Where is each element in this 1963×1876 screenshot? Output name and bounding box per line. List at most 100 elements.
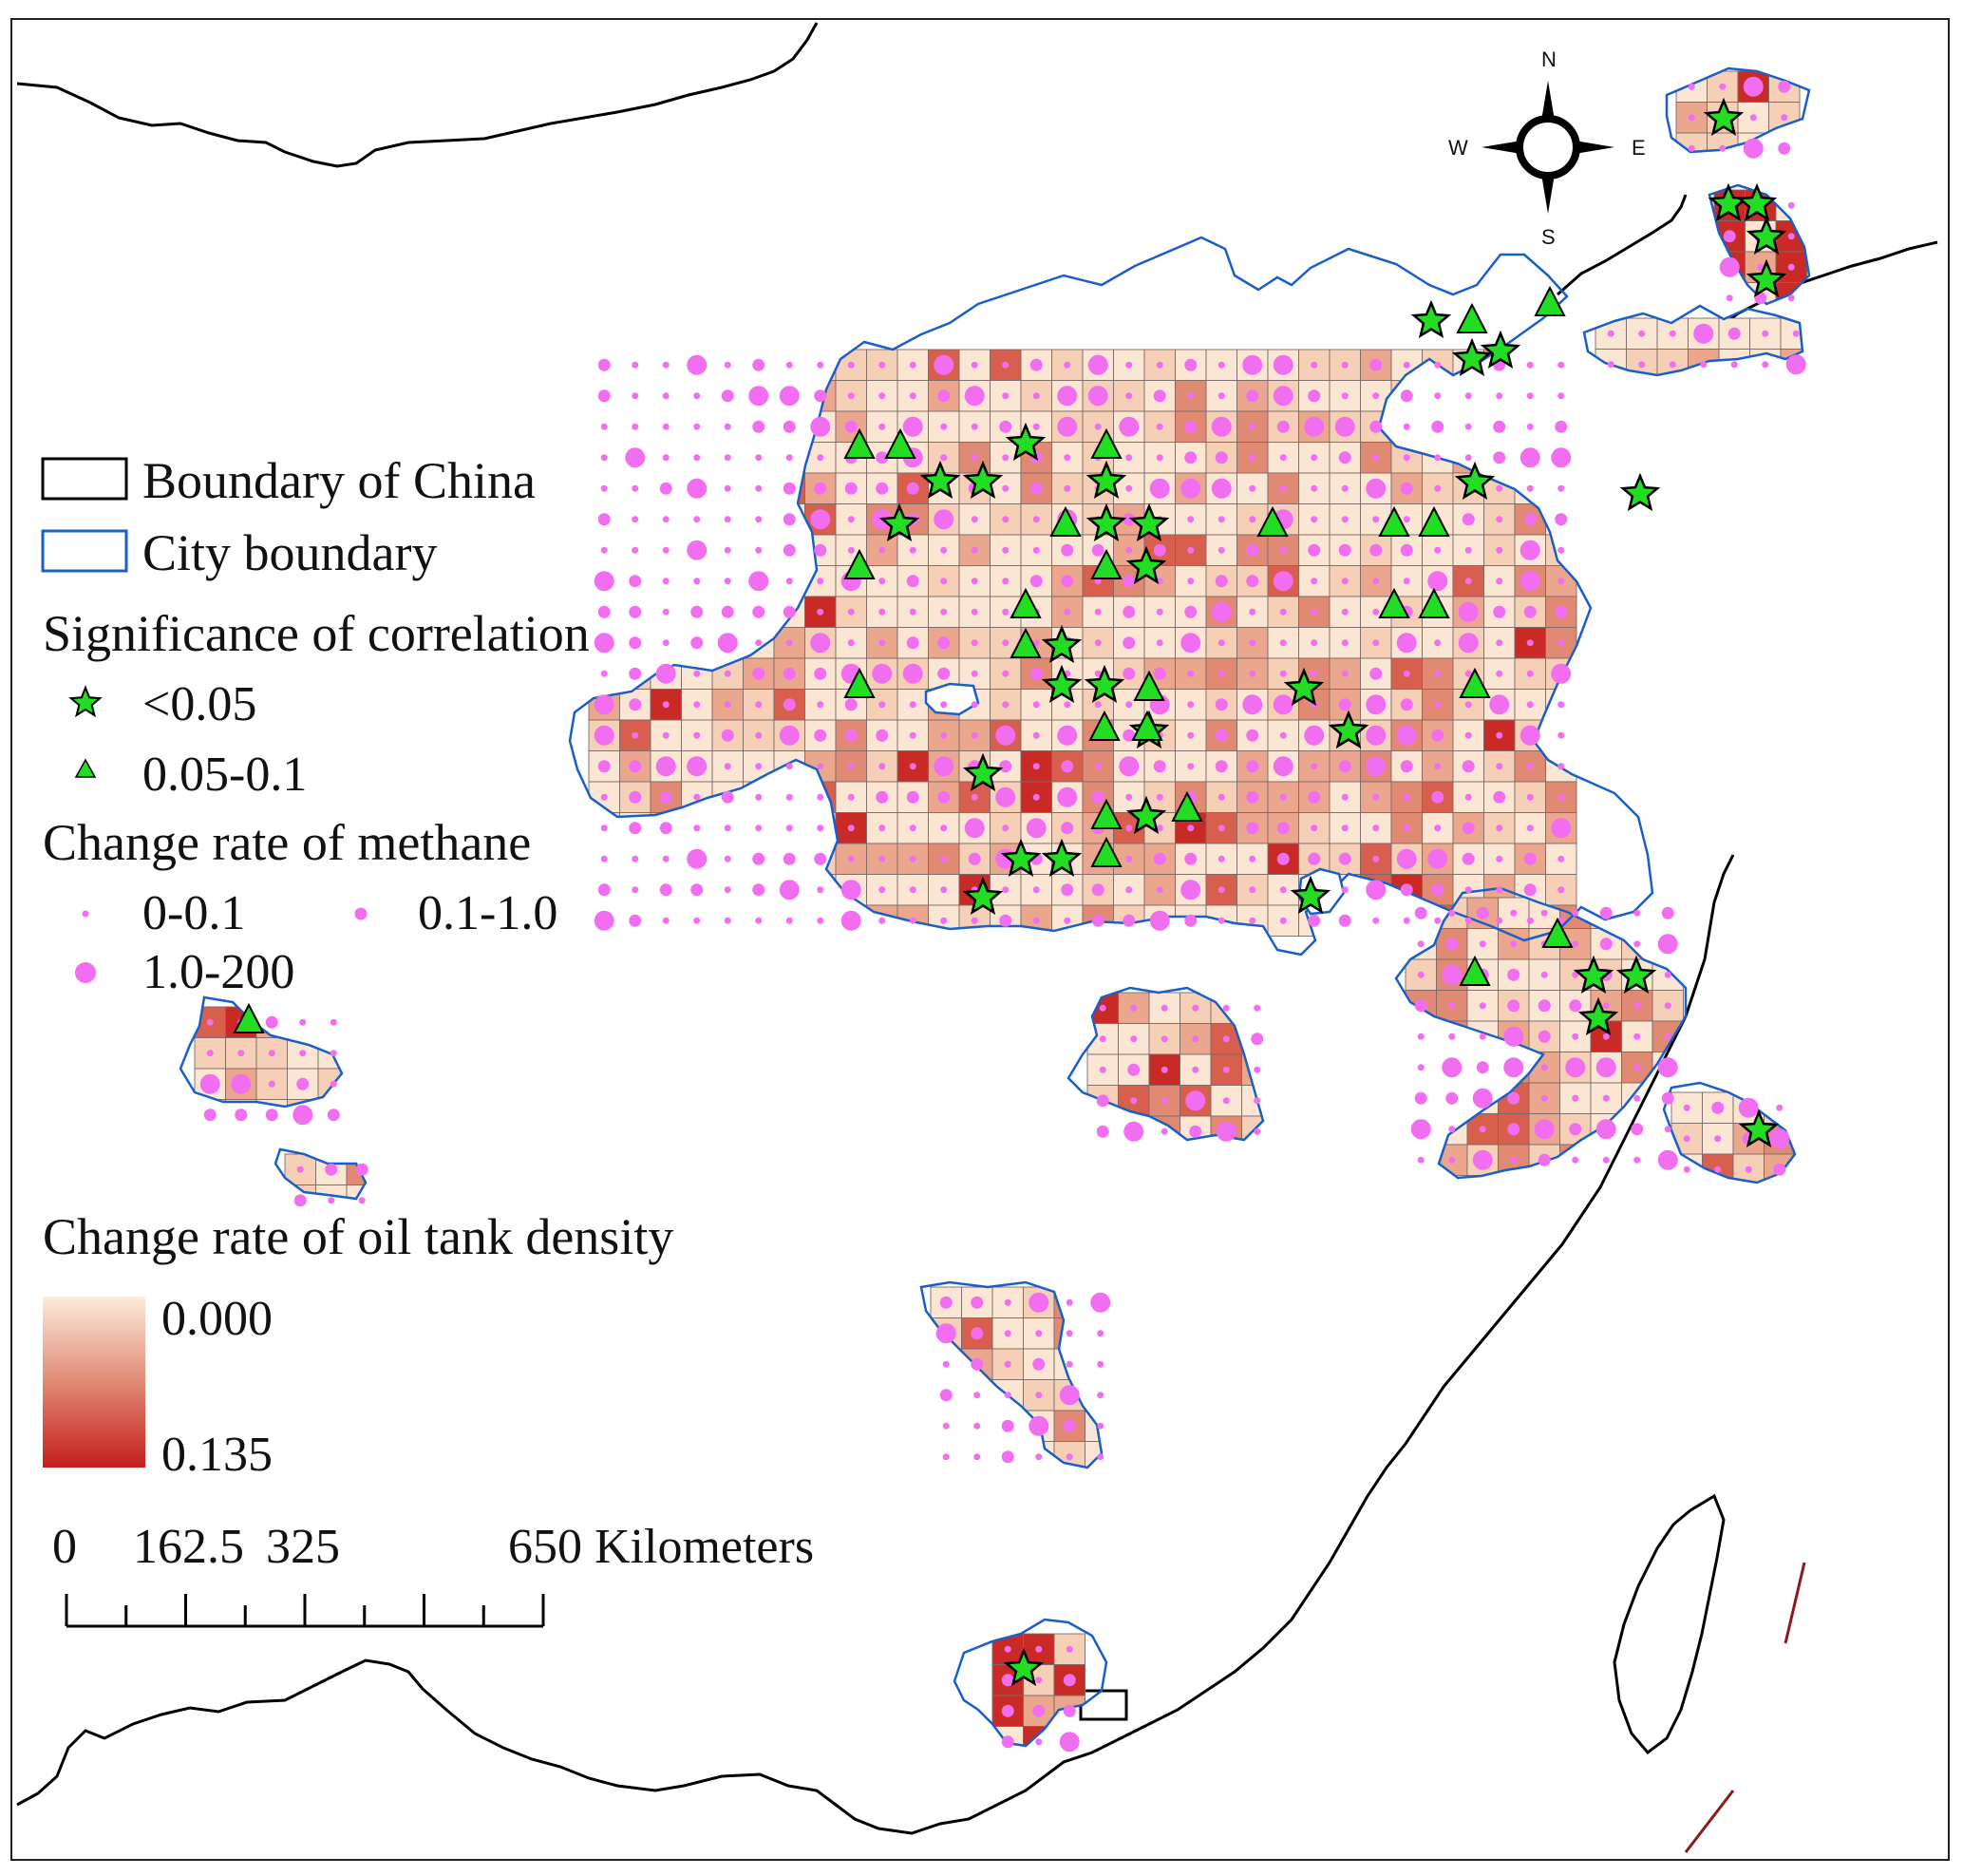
significance-star	[1619, 472, 1661, 512]
scale-tick-0: 0	[52, 1520, 77, 1574]
methane-dot	[1661, 1091, 1674, 1105]
methane-dot	[1059, 1385, 1080, 1406]
methane-dot	[1693, 323, 1714, 344]
methane-dot	[1279, 670, 1287, 677]
methane-dot	[1688, 83, 1695, 90]
methane-dot	[1403, 361, 1410, 369]
methane-dot	[1184, 852, 1198, 865]
methane-dot	[1400, 543, 1413, 557]
methane-dot	[687, 478, 708, 499]
methane-dot	[971, 608, 978, 616]
significance-triangle	[1010, 587, 1042, 618]
grid-cell	[1143, 380, 1176, 412]
methane-dot	[1400, 760, 1413, 773]
methane-dot	[1431, 790, 1444, 804]
methane-dot	[1493, 420, 1506, 433]
methane-dot	[1091, 790, 1104, 804]
methane-dot	[1029, 358, 1043, 371]
methane-dot	[693, 824, 701, 832]
methane-dot	[1311, 763, 1318, 770]
methane-dot	[1762, 330, 1769, 337]
methane-dot	[1403, 824, 1410, 832]
methane-dot	[1540, 909, 1548, 917]
methane-dot	[724, 578, 731, 585]
methane-dot	[1057, 416, 1078, 437]
city-boundary-southwest-small	[274, 1147, 368, 1201]
methane-dot	[971, 546, 978, 554]
methane-dot	[1749, 114, 1757, 122]
methane-dot	[939, 1296, 953, 1309]
methane-dot	[935, 1323, 956, 1344]
methane-dot	[817, 763, 824, 770]
methane-dot	[1099, 1004, 1106, 1012]
grid-cell	[1360, 812, 1392, 844]
methane-dot	[1700, 361, 1708, 369]
methane-dot	[878, 917, 886, 924]
legend-sig-triangle-label: 0.05-0.1	[142, 748, 307, 802]
methane-dot	[1246, 575, 1259, 588]
methane-dot	[1633, 1033, 1641, 1040]
methane-dot	[600, 793, 608, 801]
methane-dot	[748, 386, 769, 407]
methane-dot	[817, 361, 824, 369]
methane-dot	[1403, 516, 1410, 523]
methane-dot	[1130, 1097, 1138, 1105]
methane-dot	[600, 670, 608, 677]
methane-dot	[1557, 639, 1565, 647]
methane-dot	[203, 1109, 217, 1122]
methane-dot	[755, 701, 763, 709]
methane-dot	[1094, 763, 1102, 770]
methane-dot	[1341, 578, 1349, 585]
methane-dot	[755, 639, 763, 647]
scale-bar-line	[65, 1594, 545, 1628]
methane-dot	[629, 667, 642, 680]
methane-dot	[1510, 1156, 1518, 1164]
methane-dot	[1192, 1066, 1199, 1073]
methane-dot	[1569, 999, 1582, 1013]
methane-dot	[1633, 940, 1641, 948]
methane-dot	[783, 482, 796, 495]
methane-dot	[942, 1360, 950, 1368]
methane-dot	[1153, 667, 1166, 680]
methane-dot	[1222, 1004, 1230, 1012]
methane-dot	[847, 361, 855, 369]
methane-dot	[1156, 361, 1163, 369]
methane-dot	[1341, 639, 1349, 647]
methane-dot	[1785, 354, 1806, 375]
methane-dot	[1004, 1392, 1011, 1399]
methane-dot	[847, 516, 855, 523]
methane-dot	[1273, 571, 1293, 592]
methane-dot	[1372, 454, 1380, 462]
methane-dot	[1099, 1066, 1106, 1073]
methane-dot	[1341, 608, 1349, 616]
significance-star	[919, 460, 961, 500]
city-boundary-dalian	[1708, 183, 1811, 306]
methane-dot	[1526, 670, 1534, 677]
methane-dot	[876, 790, 889, 804]
methane-dot	[693, 392, 701, 400]
methane-dot	[906, 636, 919, 650]
methane-dot	[1064, 484, 1071, 492]
methane-dot	[1341, 793, 1349, 801]
methane-dot	[629, 605, 642, 618]
methane-dot	[1119, 756, 1140, 777]
methane-dot	[964, 818, 985, 839]
methane-dot	[1308, 389, 1321, 403]
significance-triangle	[1418, 587, 1450, 618]
methane-dot	[971, 423, 978, 430]
methane-dot	[1311, 516, 1318, 523]
north-arrow: N S E W	[1448, 47, 1646, 249]
methane-dot	[687, 354, 708, 375]
methane-dot	[1507, 1123, 1520, 1136]
methane-dot	[1032, 1357, 1046, 1371]
methane-dot	[199, 1073, 220, 1094]
methane-dot	[1125, 701, 1133, 709]
significance-star	[1454, 461, 1496, 501]
methane-dot	[629, 698, 642, 711]
legend-boundary-china-label: Boundary of China	[142, 452, 536, 509]
methane-dot	[1462, 852, 1475, 865]
methane-dot	[1557, 484, 1565, 492]
methane-dot	[1032, 763, 1040, 770]
methane-dot	[1464, 670, 1472, 677]
hong-kong-outline	[1079, 1689, 1128, 1721]
